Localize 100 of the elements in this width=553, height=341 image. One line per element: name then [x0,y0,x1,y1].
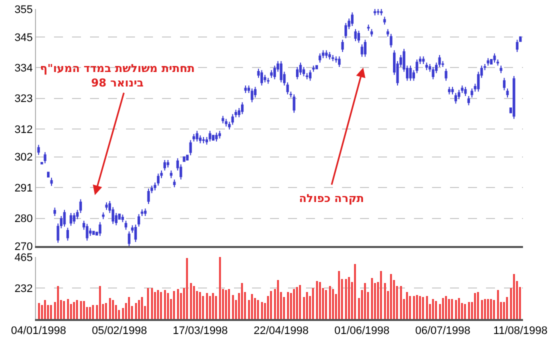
candlestick [280,60,282,83]
candlestick [218,130,221,139]
bar [442,298,444,319]
y-tick-label: 355 [14,4,33,16]
candlestick [374,9,376,16]
bar [151,288,153,319]
candlestick [163,159,166,172]
y-tick-label: 232 [14,282,33,295]
bar [400,286,402,319]
candlestick [254,86,257,98]
candlestick [138,214,140,228]
annotation: תקרה כפולה [299,192,364,205]
y-tick-label: 323 [14,93,33,106]
bar [332,289,334,319]
candlestick [360,44,364,58]
bar [364,283,366,319]
bar [209,296,211,319]
bar [44,300,46,319]
candlestick [328,51,331,60]
candlestick [102,212,105,220]
candlestick [89,228,92,236]
candlestick [121,214,124,223]
bar [206,293,208,319]
candlestick [500,65,502,74]
bar [105,303,107,319]
x-tick-label: 04/01/1998 [11,324,66,337]
candlestick [270,70,273,78]
candlestick [260,70,264,86]
bar [38,303,40,319]
bar [212,293,214,319]
bar [451,299,453,319]
candlestick [144,208,147,217]
candlestick [170,170,172,179]
candlestick [448,86,451,95]
candlestick [224,118,228,127]
candlestick [266,77,270,84]
candlestick [63,209,66,228]
bar [219,257,221,319]
bar [135,303,137,319]
candlestick [506,88,509,98]
candlestick [105,202,108,210]
candlestick [334,56,338,64]
x-tick-label: 11/08/1998 [493,324,548,337]
y-tick-label: 291 [14,182,33,194]
bar [497,290,499,319]
x-tick-label: 01/06/1998 [334,324,390,337]
candlestick [156,173,160,186]
candlestick [425,62,428,71]
bar [138,300,140,319]
bar [154,292,156,319]
candlestick [264,74,266,83]
candlestick [212,134,214,141]
candlestick [432,66,434,80]
candlestick [444,68,448,82]
candlestick [315,65,318,70]
candlestick [70,212,72,226]
bar [193,286,195,319]
bar [464,304,466,319]
bar [167,293,169,319]
candlestick [467,96,470,106]
candlestick [231,114,234,126]
bar [354,264,356,319]
candlestick [486,58,490,66]
bar [513,274,515,319]
candlestick [192,133,196,142]
bar [128,297,130,319]
bar [80,301,82,319]
bar [99,286,101,319]
candlestick [370,28,373,38]
candlestick [198,134,202,144]
bar [329,286,331,319]
bar [306,292,308,319]
candlestick [367,24,370,32]
bar [241,283,243,319]
candlestick [341,39,344,52]
candlestick [296,66,299,80]
candlestick [140,208,144,217]
bar [293,289,295,319]
candlestick [322,50,324,59]
bar [202,296,204,319]
bar [445,296,447,319]
candlestick [222,115,224,124]
candlestick [166,159,170,168]
bar [345,279,347,319]
y-tick-label: 302 [14,152,33,164]
candlestick [458,89,460,100]
bar [190,283,192,319]
bar [406,292,408,319]
candlestick [325,50,328,59]
bar [413,296,415,319]
candlestick [390,33,392,48]
candlestick [451,86,454,95]
bar [215,296,217,319]
bar [493,300,495,319]
x-tick-label: 05/02/1998 [92,324,147,337]
candlestick [383,16,386,26]
bar [177,289,179,319]
bar [348,277,350,319]
candlestick [92,230,95,235]
bar [160,292,162,319]
